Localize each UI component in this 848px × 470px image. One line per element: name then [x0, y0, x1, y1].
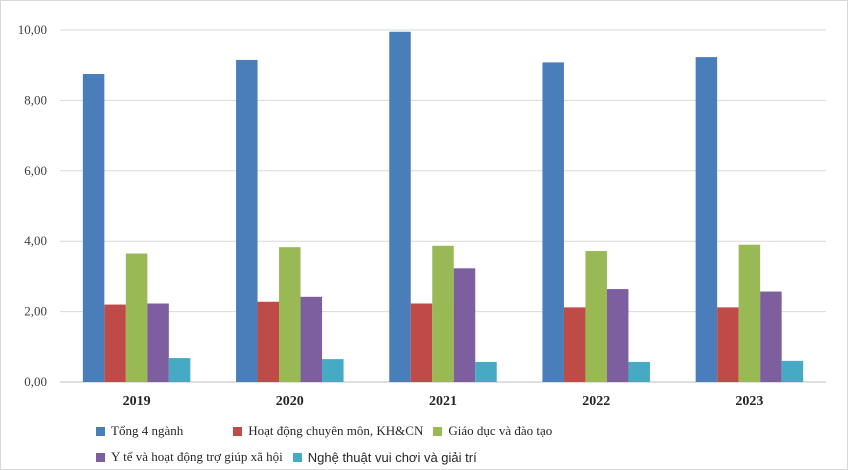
bar-2023-series-3 [738, 244, 761, 382]
bar-2022-series-2 [563, 307, 586, 382]
y-tick-label: 2,00 [24, 304, 47, 319]
legend-item-education: Giáo dục và đào tạo [433, 423, 552, 439]
bar-2021-series-1 [389, 31, 411, 382]
x-axis-ticks: 2019 2020 2021 2022 2023 [123, 394, 764, 409]
bar-2020-series-5 [322, 359, 344, 382]
legend-swatch-health [96, 452, 105, 462]
bar-2020-series-2 [257, 301, 280, 382]
legend-item-total: Tổng 4 ngành [96, 423, 183, 439]
legend-swatch-total [96, 426, 105, 436]
bar-2023-series-5 [781, 360, 804, 382]
legend-swatch-education [433, 426, 443, 436]
x-tick-label-2021: 2021 [429, 394, 457, 409]
bar-2022-series-4 [606, 289, 629, 382]
legend: Tổng 4 ngành Hoạt động chuyên môn, KH&CN… [96, 418, 816, 470]
bar-2019-series-2 [104, 304, 126, 382]
bar-2021-series-3 [432, 245, 454, 382]
y-tick-label: 0,00 [24, 374, 47, 389]
y-tick-label: 8,00 [24, 92, 47, 107]
legend-label-science: Hoạt động chuyên môn, KH&CN [248, 423, 424, 438]
legend-label-health: Y tế và hoạt động trợ giúp xã hội [111, 449, 283, 464]
legend-item-science: Hoạt động chuyên môn, KH&CN [233, 423, 423, 439]
y-axis-ticks: 0,00 2,00 4,00 6,00 8,00 10,00 [18, 22, 47, 389]
bar-2022-series-1 [542, 62, 564, 382]
y-tick-label: 10,00 [18, 22, 47, 37]
legend-label-total: Tổng 4 ngành [111, 423, 184, 438]
bar-2022-series-5 [628, 361, 650, 382]
x-tick-label-2020: 2020 [276, 394, 304, 409]
bar-2019-series-3 [125, 253, 148, 382]
legend-item-health: Y tế và hoạt động trợ giúp xã hội [96, 449, 283, 465]
bar-2023-series-2 [717, 307, 739, 382]
bar-2020-series-1 [236, 59, 258, 383]
y-tick-label: 4,00 [24, 233, 47, 248]
bars [82, 31, 804, 383]
bar-2021-series-2 [410, 303, 433, 382]
x-tick-label-2023: 2023 [735, 394, 763, 409]
y-tick-label: 6,00 [24, 163, 47, 178]
bar-2021-series-4 [453, 268, 476, 382]
legend-label-arts: Nghệ thuật vui chơi và giải trí [307, 449, 477, 465]
bar-2019-series-1 [82, 74, 105, 382]
bar-2023-series-4 [760, 291, 782, 382]
legend-swatch-arts [292, 452, 302, 462]
x-tick-label-2022: 2022 [582, 394, 610, 409]
legend-swatch-science [233, 426, 243, 436]
bar-2022-series-3 [585, 251, 607, 382]
bar-2019-series-5 [168, 358, 191, 382]
legend-label-education: Giáo dục và đào tạo [448, 423, 553, 438]
bar-2019-series-4 [147, 303, 169, 382]
bar-2020-series-4 [300, 296, 323, 382]
legend-row-2: Y tế và hoạt động trợ giúp xã hội Nghệ t… [96, 444, 816, 470]
legend-row-1: Tổng 4 ngành Hoạt động chuyên môn, KH&CN… [96, 418, 816, 444]
bar-2020-series-3 [279, 247, 301, 382]
legend-item-arts: Nghệ thuật vui chơi và giải trí [292, 449, 477, 465]
bar-2021-series-5 [475, 361, 497, 382]
bar-2023-series-1 [695, 57, 718, 382]
x-tick-label-2019: 2019 [123, 394, 151, 409]
